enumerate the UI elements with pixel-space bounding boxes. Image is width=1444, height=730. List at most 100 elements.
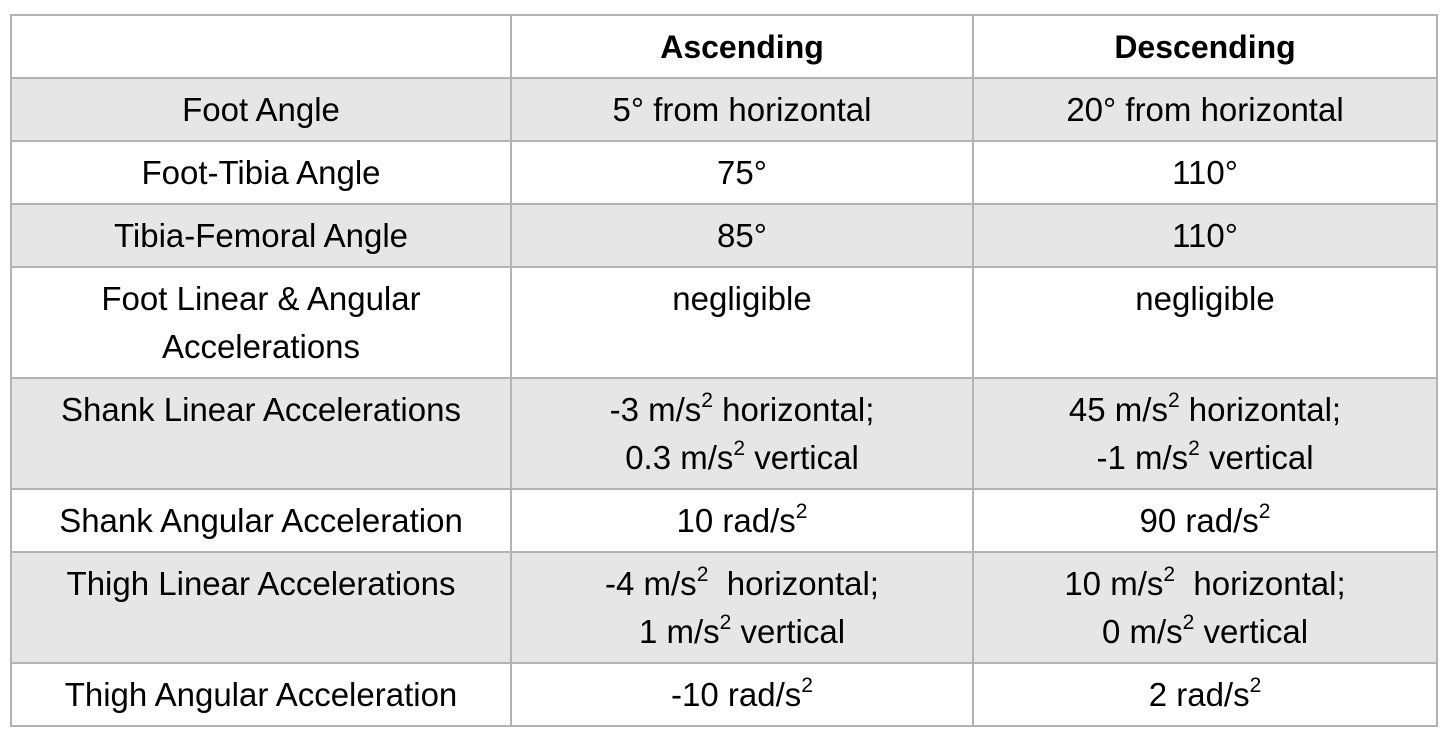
- row-label-cell: Foot Angle: [10, 77, 512, 142]
- ascending-value-line: 0.3 m/s2 vertical: [518, 434, 966, 482]
- value-unit-text: horizontal;: [1179, 391, 1342, 428]
- value-unit-text: vertical: [731, 613, 846, 650]
- value-text: -10 rad/s: [671, 676, 802, 713]
- value-unit-text: vertical: [1194, 613, 1309, 650]
- value-text: 10 rad/s: [676, 502, 796, 539]
- table-row: Shank Angular Acceleration 10 rad/s2 90 ra…: [10, 488, 1438, 553]
- row-label-cell: Foot Linear & Angular Accelerations: [10, 266, 512, 379]
- exponent-superscript: 2: [1188, 437, 1200, 460]
- value-text: 45 m/s: [1068, 391, 1168, 428]
- header-cell-ascending: Ascending: [510, 14, 974, 79]
- descending-value-cell: 110°: [972, 203, 1438, 268]
- row-label-line: Foot Linear & Angular: [101, 280, 421, 317]
- header-cell-descending: Descending: [972, 14, 1438, 79]
- descending-value-cell: 90 rad/s2: [972, 488, 1438, 553]
- ascending-value-line: 1 m/s2 vertical: [518, 608, 966, 656]
- row-label-line: Foot-Tibia Angle: [141, 154, 381, 191]
- exponent-superscript: 2: [1249, 674, 1262, 697]
- ascending-value-line: 5° from horizontal: [518, 86, 966, 134]
- row-label-cell: Thigh Angular Acceleration: [10, 662, 512, 727]
- ascending-value-line: 75°: [518, 149, 966, 197]
- table-row: Thigh Angular Acceleration -10 rad/s2 2 ra…: [10, 662, 1438, 727]
- descending-value-line: 45 m/s2 horizontal;: [980, 386, 1430, 434]
- row-label-line: Shank Angular Acceleration: [59, 502, 463, 539]
- table-row: Tibia-Femoral Angle 85° 110°: [10, 203, 1438, 268]
- value-text: -1 m/s: [1096, 439, 1189, 476]
- ascending-value-cell: -3 m/s2 horizontal; 0.3 m/s2 vertical: [510, 377, 974, 490]
- descending-value-line: 110°: [980, 212, 1430, 260]
- descending-value-line: 10 m/s2 horizontal;: [980, 560, 1430, 608]
- descending-value-cell: 20° from horizontal: [972, 77, 1438, 142]
- data-table: Ascending Descending Foot Angle 5° from h…: [10, 14, 1438, 727]
- ascending-value-cell: negligible: [510, 266, 974, 379]
- value-unit-text: horizontal;: [1175, 565, 1346, 602]
- descending-value-cell: 110°: [972, 140, 1438, 205]
- row-label-cell: Foot-Tibia Angle: [10, 140, 512, 205]
- ascending-value-line: -3 m/s2 horizontal;: [518, 386, 966, 434]
- table-row: Thigh Linear Accelerations -4 m/s2 horizo…: [10, 551, 1438, 664]
- value-text: negligible: [672, 280, 812, 317]
- ascending-value-cell: -4 m/s2 horizontal; 1 m/s2 vertical: [510, 551, 974, 664]
- value-unit-text: vertical: [1199, 439, 1314, 476]
- ascending-value-cell: 10 rad/s2: [510, 488, 974, 553]
- exponent-superscript: 2: [1182, 611, 1195, 634]
- value-text: 110°: [1172, 154, 1238, 191]
- descending-value-line: 110°: [980, 149, 1430, 197]
- row-label-line: Tibia-Femoral Angle: [113, 217, 409, 254]
- value-text: 20° from horizontal: [1066, 91, 1344, 128]
- ascending-value-line: negligible: [518, 275, 966, 323]
- row-label-line: Shank Linear Accelerations: [61, 391, 461, 428]
- value-text: 75°: [717, 154, 767, 191]
- exponent-superscript: 2: [1163, 563, 1176, 586]
- exponent-superscript: 2: [701, 389, 713, 412]
- ascending-value-cell: 5° from horizontal: [510, 77, 974, 142]
- ascending-value-line: 10 rad/s2: [518, 497, 966, 545]
- table-body: Foot Angle 5° from horizontal 20° from hor…: [10, 77, 1438, 727]
- row-label-cell: Shank Linear Accelerations: [10, 377, 512, 490]
- exponent-superscript: 2: [696, 563, 709, 586]
- value-text: -3 m/s: [609, 391, 702, 428]
- table-row: Shank Linear Accelerations -3 m/s2 horizo…: [10, 377, 1438, 490]
- value-unit-text: vertical: [745, 439, 859, 476]
- table-row: Foot Angle 5° from horizontal 20° from hor…: [10, 77, 1438, 142]
- exponent-superscript: 2: [733, 437, 746, 460]
- table-row: Foot Linear & Angular Accelerations neglig…: [10, 266, 1438, 379]
- descending-value-line: 0 m/s2 vertical: [980, 608, 1430, 656]
- descending-value-line: 90 rad/s2: [980, 497, 1430, 545]
- value-text: 85°: [717, 217, 767, 254]
- value-text: negligible: [1135, 280, 1275, 317]
- row-label-cell: Thigh Linear Accelerations: [10, 551, 512, 664]
- ascending-value-line: 85°: [518, 212, 966, 260]
- descending-value-cell: negligible: [972, 266, 1438, 379]
- value-unit-text: horizontal;: [712, 391, 875, 428]
- descending-value-cell: 10 m/s2 horizontal; 0 m/s2 vertical: [972, 551, 1438, 664]
- value-text: 0 m/s: [1101, 613, 1183, 650]
- descending-value-line: negligible: [980, 275, 1430, 323]
- ascending-value-cell: -10 rad/s2: [510, 662, 974, 727]
- ascending-value-cell: 85°: [510, 203, 974, 268]
- value-text: 110°: [1172, 217, 1238, 254]
- exponent-superscript: 2: [1167, 389, 1180, 412]
- descending-value-line: 2 rad/s2: [980, 671, 1430, 719]
- row-label-line: Foot Angle: [182, 91, 340, 128]
- descending-value-cell: 45 m/s2 horizontal; -1 m/s2 vertical: [972, 377, 1438, 490]
- ascending-value-cell: 75°: [510, 140, 974, 205]
- exponent-superscript: 2: [719, 611, 732, 634]
- header-cell-empty: [10, 14, 512, 79]
- value-text: 2 rad/s: [1148, 676, 1250, 713]
- value-text: 1 m/s: [638, 613, 720, 650]
- value-text: 10 m/s: [1064, 565, 1164, 602]
- value-text: 90 rad/s: [1139, 502, 1259, 539]
- descending-value-cell: 2 rad/s2: [972, 662, 1438, 727]
- value-text: 5° from horizontal: [612, 91, 872, 128]
- descending-value-line: 20° from horizontal: [980, 86, 1430, 134]
- value-text: 0.3 m/s: [625, 439, 734, 476]
- exponent-superscript: 2: [1258, 500, 1271, 523]
- ascending-value-line: -4 m/s2 horizontal;: [518, 560, 966, 608]
- row-label-line: Thigh Linear Accelerations: [66, 565, 456, 602]
- exponent-superscript: 2: [801, 674, 813, 697]
- row-label-cell: Shank Angular Acceleration: [10, 488, 512, 553]
- row-label-line: Thigh Angular Acceleration: [64, 676, 458, 713]
- table-row: Foot-Tibia Angle 75° 110°: [10, 140, 1438, 205]
- descending-value-line: -1 m/s2 vertical: [980, 434, 1430, 482]
